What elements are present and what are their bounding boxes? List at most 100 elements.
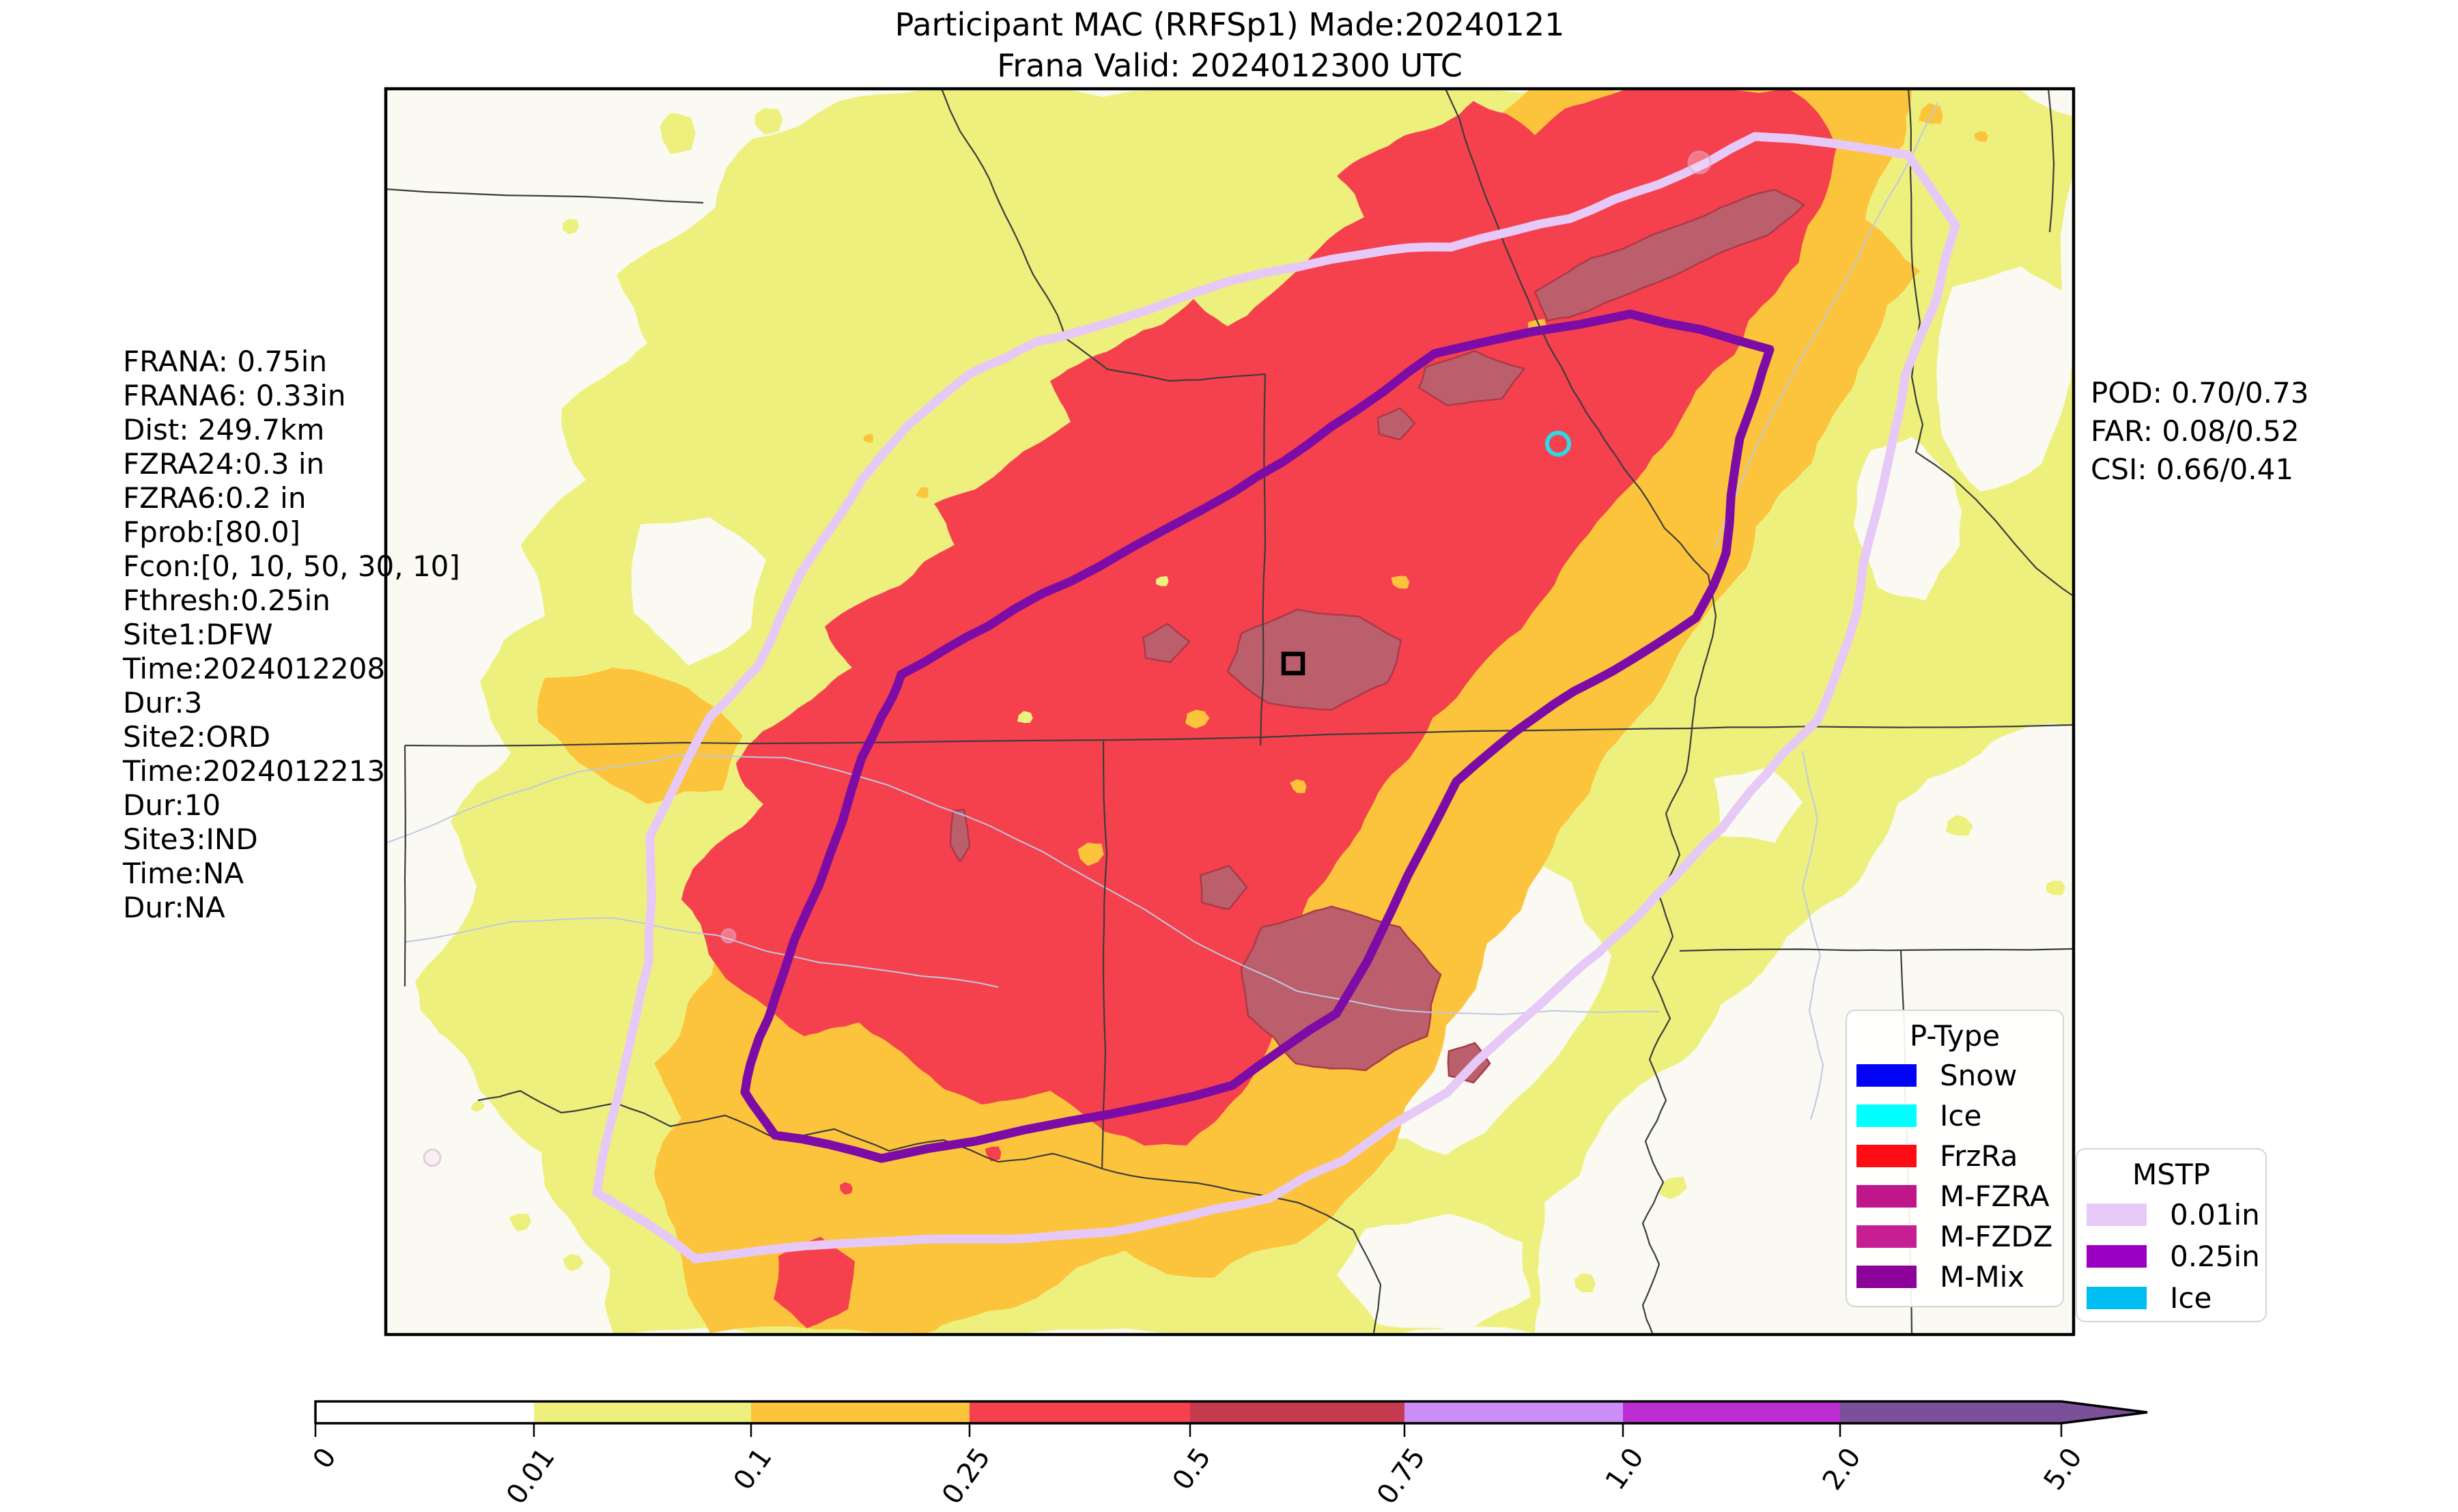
no-precip-hole <box>631 517 766 666</box>
contour-fill-0.5in <box>1226 608 1402 711</box>
m-mix-swatch <box>1856 1265 1917 1288</box>
faint-site-marker <box>1687 150 1712 175</box>
colorbar-segment <box>1840 1401 2061 1423</box>
legend-item-label: M-FZRA <box>1940 1179 2050 1213</box>
map-speck <box>470 1100 485 1112</box>
colorbar-segment <box>1190 1401 1404 1423</box>
map-speck <box>563 1253 584 1272</box>
legend-item-label: Snow <box>1940 1058 2018 1092</box>
mstp-legend: MSTP 0.01in 0.25in Ice <box>2076 1148 2267 1322</box>
map-speck <box>563 218 579 235</box>
legend-item: 0.01in <box>2087 1197 2260 1231</box>
faint-site-marker <box>720 928 737 944</box>
contour-fill-0.5in <box>1534 188 1806 322</box>
river-line <box>386 753 1660 1016</box>
legend-item-label: FrzRa <box>1940 1139 2018 1173</box>
legend-item-label: M-FZDZ <box>1940 1219 2053 1253</box>
legend-item: FrzRa <box>1856 1139 2018 1173</box>
legend-item: 0.25in <box>2087 1240 2260 1273</box>
legend-item: M-FZRA <box>1856 1179 2050 1213</box>
legend-item-label: 0.01in <box>2170 1197 2260 1231</box>
m-fzdz-swatch <box>1856 1225 1917 1248</box>
colorbar-tick-label: 0.1 <box>728 1442 778 1496</box>
state-boundary-line <box>404 724 2073 747</box>
river-line <box>1714 102 1938 548</box>
legend-item-label: Ice <box>2170 1281 2212 1315</box>
legend-item: M-FZDZ <box>1856 1219 2053 1253</box>
colorbar-segment <box>315 1401 534 1423</box>
info-line: Dur:NA <box>123 891 225 924</box>
state-boundary-line <box>386 188 704 204</box>
colorbar-segment <box>970 1401 1190 1423</box>
mstp-contour-0.25in <box>740 309 1775 1163</box>
map-speck <box>509 1213 532 1232</box>
colorbar-segment <box>751 1401 970 1423</box>
stat-line: CSI: 0.66/0.41 <box>2091 453 2294 486</box>
state-boundary-line <box>1445 89 1717 1334</box>
info-line: FRANA6: 0.33in <box>123 379 346 412</box>
no-precip-hole <box>1337 1214 1531 1330</box>
info-line: FZRA6:0.2 in <box>123 481 307 515</box>
info-line: FRANA: 0.75in <box>123 345 328 378</box>
figure-title: Participant MAC (RRFSp1) Made:20240121 F… <box>386 4 2074 86</box>
map-speck <box>1706 843 1740 876</box>
map-speck <box>1017 711 1033 724</box>
state-boundary-line <box>1259 373 1267 746</box>
info-line: Fthresh:0.25in <box>123 584 330 617</box>
m-fzra-swatch <box>1856 1184 1917 1208</box>
map-speck <box>840 1182 853 1195</box>
info-line: Dist: 249.7km <box>123 413 325 446</box>
info-line: Site2:ORD <box>123 720 271 754</box>
no-precip-hole <box>1714 768 1803 843</box>
state-boundary-line <box>2047 89 2055 233</box>
ptype-legend-title: P-Type <box>1909 1019 2001 1053</box>
0-25in-swatch <box>2087 1244 2147 1268</box>
title-line1: Participant MAC (RRFSp1) Made:20240121 <box>894 6 1565 43</box>
colorbar-tick-label: 2.0 <box>1817 1442 1867 1496</box>
state-boundary-line <box>1101 741 1108 1169</box>
info-line: Site1:DFW <box>123 618 273 651</box>
map-speck <box>696 285 750 336</box>
map-speck <box>1918 102 1943 124</box>
map-speck <box>2046 881 2066 896</box>
contour-fill-0.25in <box>774 1237 855 1328</box>
ice-swatch <box>2087 1286 2147 1309</box>
legend-item: M-Mix <box>1856 1259 2025 1294</box>
info-line: Time:NA <box>123 857 244 890</box>
contour-fill-0.1in <box>537 668 743 804</box>
title-line2: Frana Valid: 2024012300 UTC <box>997 47 1463 84</box>
0-01in-swatch <box>2087 1203 2147 1226</box>
legend-item-label: M-Mix <box>1940 1259 2025 1294</box>
contour-fill-0.5in <box>1240 905 1442 1072</box>
info-line: Time:2024012208 <box>123 652 386 685</box>
contour-fill-0.25in <box>681 89 1837 1146</box>
map-speck <box>1574 1273 1596 1293</box>
state-boundary-line <box>1679 947 2073 952</box>
map-speck <box>916 487 929 498</box>
info-line: Site3:IND <box>123 823 258 856</box>
colorbar-tick-label: 0.01 <box>500 1442 561 1510</box>
site-square-marker <box>1281 651 1305 676</box>
colorbar-tick-label: 5.0 <box>2038 1442 2089 1496</box>
map-speck <box>1185 709 1210 729</box>
state-boundary-line <box>940 89 1266 382</box>
colorbar-segment <box>1404 1401 1623 1423</box>
ice-observation-marker <box>1545 431 1571 457</box>
contour-fill-0.5in <box>1142 623 1191 664</box>
info-line: FZRA24:0.3 in <box>123 447 325 481</box>
colorbar-tick-label: 1.0 <box>1600 1442 1650 1496</box>
stat-line: POD: 0.70/0.73 <box>2091 376 2309 410</box>
map-speck <box>1658 1176 1688 1199</box>
colorbar-outline <box>314 1400 2148 1425</box>
map-speck <box>1974 131 1988 142</box>
frzra-swatch <box>1856 1144 1917 1167</box>
colorbar-tick-label: 0.5 <box>1167 1442 1217 1496</box>
stat-line: FAR: 0.08/0.52 <box>2091 414 2300 448</box>
mstp-legend-title: MSTP <box>2132 1158 2210 1191</box>
info-line: Dur:3 <box>123 686 203 719</box>
legend-item: Ice <box>1856 1099 1981 1132</box>
state-boundary-line <box>1907 89 2073 596</box>
map-speck <box>1945 814 1973 836</box>
